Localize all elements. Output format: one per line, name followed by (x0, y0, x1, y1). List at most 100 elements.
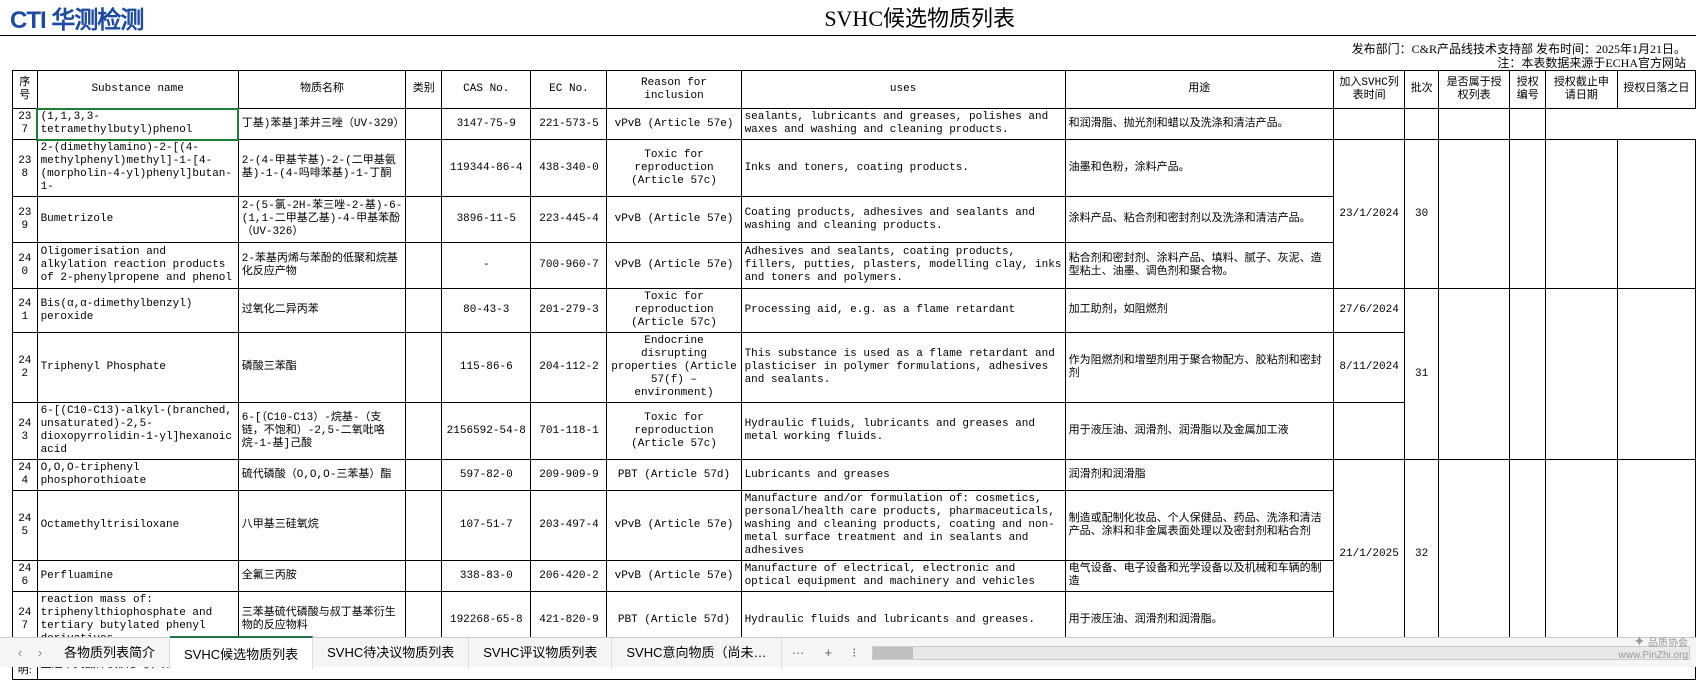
cell-reason[interactable]: PBT (Article 57d) (607, 460, 741, 491)
cell-authno[interactable] (1510, 460, 1546, 649)
cell-cas[interactable]: 119344-86-4 (442, 140, 531, 197)
cell-name_en[interactable]: Bis(α,α-dimethylbenzyl) peroxide (37, 289, 238, 333)
cell-name_cn[interactable]: 2-(4-甲基苄基)-2-(二甲基氨基)-1-(4-吗啡苯基)-1-丁酮 (238, 140, 406, 197)
cell-name_en[interactable]: O,O,O-triphenyl phosphorothioate (37, 460, 238, 491)
cell-seq[interactable]: 240 (13, 243, 38, 289)
cell-reason[interactable]: vPvB (Article 57e) (607, 109, 741, 140)
cell-date[interactable]: 8/11/2024 (1333, 333, 1405, 403)
cell-reason[interactable]: vPvB (Article 57e) (607, 197, 741, 243)
cell-seq[interactable]: 244 (13, 460, 38, 491)
cell-cat[interactable] (406, 460, 442, 491)
tab-next[interactable]: › (30, 645, 50, 660)
tab-SVHC评议物质列表[interactable]: SVHC评议物质列表 (469, 636, 612, 669)
cell-name_en[interactable]: 2-(dimethylamino)-2-[(4-methylphenyl)met… (37, 140, 238, 197)
cell-name_cn[interactable]: 6-[（C10-C13）-烷基-（支链，不饱和）-2,5-二氧吡咯烷-1-基]己… (238, 403, 406, 460)
cell-reason[interactable]: Toxic for reproduction (Article 57c) (607, 403, 741, 460)
cell-uses[interactable]: Adhesives and sealants, coating products… (741, 243, 1065, 289)
cell-uses_cn[interactable]: 粘合剂和密封剂、涂料产品、填料、腻子、灰泥、造型粘土、油墨、调色剂和聚合物。 (1065, 243, 1333, 289)
cell-name_cn[interactable]: 丁基)苯基]苯并三唑（UV-329） (238, 109, 406, 140)
cell-name_en[interactable]: (1,1,3,3-tetramethylbutyl)phenol (37, 109, 238, 140)
cell-seq[interactable]: 243 (13, 403, 38, 460)
tab-prev[interactable]: ‹ (10, 645, 30, 660)
cell-auth[interactable] (1438, 289, 1510, 460)
cell-uses[interactable]: Hydraulic fluids, lubricants and greases… (741, 403, 1065, 460)
cell-batch[interactable]: 32 (1405, 460, 1439, 649)
cell-cas[interactable]: 338-83-0 (442, 561, 531, 592)
cell-uses[interactable]: Processing aid, e.g. as a flame retardan… (741, 289, 1065, 333)
cell-reason[interactable]: vPvB (Article 57e) (607, 243, 741, 289)
cell-reason[interactable]: Endocrine disrupting properties (Article… (607, 333, 741, 403)
cell-auth[interactable] (1438, 460, 1510, 649)
cell-cat[interactable] (406, 243, 442, 289)
cell-reason[interactable]: Toxic for reproduction (Article 57c) (607, 140, 741, 197)
tab-SVHC候选物质列表[interactable]: SVHC候选物质列表 (170, 636, 313, 669)
cell-cas[interactable]: 107-51-7 (442, 491, 531, 561)
cell-ec[interactable]: 209-909-9 (531, 460, 607, 491)
cell-uses_cn[interactable]: 油墨和色粉，涂料产品。 (1065, 140, 1333, 197)
cell-authno[interactable] (1510, 289, 1546, 460)
cell-uses[interactable]: This substance is used as a flame retard… (741, 333, 1065, 403)
cell-cat[interactable] (406, 491, 442, 561)
tab-SVHC待决议物质列表[interactable]: SVHC待决议物质列表 (313, 636, 469, 669)
cell-sunset[interactable] (1510, 109, 1546, 140)
cell-seq[interactable]: 239 (13, 197, 38, 243)
cell-name_cn[interactable]: 2-(5-氯-2H-苯三唑-2-基)-6-(1,1-二甲基乙基)-4-甲基苯酚（… (238, 197, 406, 243)
cell-uses_cn[interactable]: 加工助剂，如阻燃剂 (1065, 289, 1333, 333)
cell-seq[interactable]: 237 (13, 109, 38, 140)
cell-seq[interactable]: 245 (13, 491, 38, 561)
cell-seq[interactable]: 246 (13, 561, 38, 592)
cell-auth[interactable] (1333, 109, 1405, 140)
cell-uses[interactable]: Manufacture and/or formulation of: cosme… (741, 491, 1065, 561)
cell-date[interactable]: 23/1/2024 (1333, 140, 1405, 289)
cell-sunset[interactable] (1617, 289, 1695, 460)
cell-batch[interactable]: 31 (1405, 289, 1439, 460)
cell-uses_cn[interactable]: 作为阻燃剂和增塑剂用于聚合物配方、胶粘剂和密封剂 (1065, 333, 1333, 403)
tab-more[interactable]: ··· (782, 645, 815, 660)
cell-sunset[interactable] (1617, 460, 1695, 649)
cell-seq[interactable]: 238 (13, 140, 38, 197)
cell-uses_cn[interactable]: 制造或配制化妆品、个人保健品、药品、洗涤和清洁产品、涂料和非金属表面处理以及密封… (1065, 491, 1333, 561)
cell-uses[interactable]: Manufacture of electrical, electronic an… (741, 561, 1065, 592)
cell-uses[interactable]: Coating products, adhesives and sealants… (741, 197, 1065, 243)
cell-ec[interactable]: 223-445-4 (531, 197, 607, 243)
cell-sunset[interactable] (1617, 140, 1695, 289)
cell-uses[interactable]: Inks and toners, coating products. (741, 140, 1065, 197)
cell-name_cn[interactable]: 硫代磷酸（O,O,O-三苯基）酯 (238, 460, 406, 491)
cell-seq[interactable]: 241 (13, 289, 38, 333)
cell-cas[interactable]: 597-82-0 (442, 460, 531, 491)
cell-name_en[interactable]: Triphenyl Phosphate (37, 333, 238, 403)
cell-cas[interactable]: 3896-11-5 (442, 197, 531, 243)
cell-cat[interactable] (406, 403, 442, 460)
cell-cas[interactable]: - (442, 243, 531, 289)
tab-menu[interactable]: ⁝ (842, 645, 866, 661)
cell-uses_cn[interactable]: 润滑剂和润滑脂 (1065, 460, 1333, 491)
cell-cas[interactable]: 115-86-6 (442, 333, 531, 403)
cell-name_en[interactable]: Bumetrizole (37, 197, 238, 243)
tab-add[interactable]: + (815, 645, 843, 660)
cell-reason[interactable]: Toxic for reproduction (Article 57c) (607, 289, 741, 333)
cell-ec[interactable]: 700-960-7 (531, 243, 607, 289)
cell-cat[interactable] (406, 140, 442, 197)
tab-SVHC意向物质（尚未…[interactable]: SVHC意向物质（尚未… (612, 636, 781, 669)
cell-cas[interactable]: 80-43-3 (442, 289, 531, 333)
cell-deadline[interactable] (1546, 460, 1618, 649)
cell-batch[interactable]: 30 (1405, 140, 1439, 289)
cell-ec[interactable]: 221-573-5 (531, 109, 607, 140)
cell-name_en[interactable]: Oligomerisation and alkylation reaction … (37, 243, 238, 289)
cell-name_en[interactable]: Perfluamine (37, 561, 238, 592)
cell-deadline[interactable] (1546, 289, 1618, 460)
cell-uses_cn[interactable]: 和润滑脂、抛光剂和蜡以及洗涤和清洁产品。 (1065, 109, 1333, 140)
cell-cas[interactable]: 3147-75-9 (442, 109, 531, 140)
hscroll-thumb[interactable] (873, 647, 913, 659)
cell-ec[interactable]: 438-340-0 (531, 140, 607, 197)
cell-uses[interactable]: Lubricants and greases (741, 460, 1065, 491)
cell-date[interactable]: 21/1/2025 (1333, 460, 1405, 649)
cell-uses_cn[interactable]: 用于液压油、润滑剂、润滑脂以及金属加工液 (1065, 403, 1333, 460)
cell-uses[interactable]: sealants, lubricants and greases, polish… (741, 109, 1065, 140)
cell-name_cn[interactable]: 八甲基三硅氧烷 (238, 491, 406, 561)
cell-reason[interactable]: vPvB (Article 57e) (607, 561, 741, 592)
cell-ec[interactable]: 201-279-3 (531, 289, 607, 333)
cell-name_cn[interactable]: 磷酸三苯酯 (238, 333, 406, 403)
cell-cat[interactable] (406, 197, 442, 243)
cell-ec[interactable]: 206-420-2 (531, 561, 607, 592)
